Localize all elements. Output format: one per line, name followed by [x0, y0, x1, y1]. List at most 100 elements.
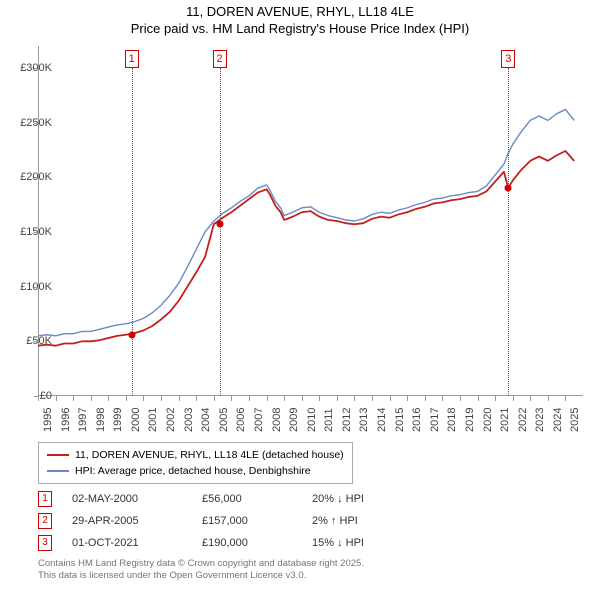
y-tick: [34, 123, 39, 124]
cell-price: £157,000: [202, 515, 312, 527]
x-tick: [460, 396, 461, 401]
marker-box: 1: [125, 50, 139, 68]
x-tick: [231, 396, 232, 401]
x-tick: [73, 396, 74, 401]
marker-data-table: 1 02-MAY-2000 £56,000 20% ↓ HPI 2 29-APR…: [38, 488, 412, 554]
x-tick: [126, 396, 127, 401]
title-line-2: Price paid vs. HM Land Registry's House …: [0, 21, 600, 38]
x-tick-label: 2018: [446, 408, 458, 432]
x-tick: [565, 396, 566, 401]
x-tick: [548, 396, 549, 401]
chart-svg: [38, 46, 583, 396]
y-tick: [34, 177, 39, 178]
x-tick-label: 2007: [253, 408, 265, 432]
x-tick-label: 2009: [288, 408, 300, 432]
marker-line: [132, 68, 133, 396]
x-tick: [530, 396, 531, 401]
x-tick: [354, 396, 355, 401]
table-row: 1 02-MAY-2000 £56,000 20% ↓ HPI: [38, 488, 412, 510]
marker-badge: 1: [38, 491, 52, 507]
y-tick: [34, 68, 39, 69]
x-tick: [337, 396, 338, 401]
legend-row: 11, DOREN AVENUE, RHYL, LL18 4LE (detach…: [47, 447, 344, 463]
x-tick-label: 2010: [306, 408, 318, 432]
x-tick-label: 1995: [42, 408, 54, 432]
x-tick-label: 2011: [323, 408, 335, 432]
x-tick-label: 2012: [341, 408, 353, 432]
y-tick-label: £50K: [4, 335, 52, 347]
legend-label: 11, DOREN AVENUE, RHYL, LL18 4LE (detach…: [75, 449, 344, 461]
x-tick: [372, 396, 373, 401]
x-tick: [161, 396, 162, 401]
x-tick-label: 2013: [358, 408, 370, 432]
marker-line: [508, 68, 509, 396]
legend-label: HPI: Average price, detached house, Denb…: [75, 465, 311, 477]
x-tick-label: 1996: [60, 408, 72, 432]
y-tick: [34, 287, 39, 288]
marker-box: 3: [501, 50, 515, 68]
y-tick-label: £300K: [4, 62, 52, 74]
x-tick-label: 2023: [534, 408, 546, 432]
legend-swatch: [47, 454, 69, 456]
x-tick: [179, 396, 180, 401]
y-tick: [34, 232, 39, 233]
x-tick-label: 2025: [569, 408, 581, 432]
x-tick-label: 1997: [77, 408, 89, 432]
x-tick: [108, 396, 109, 401]
table-row: 3 01-OCT-2021 £190,000 15% ↓ HPI: [38, 532, 412, 554]
x-tick-label: 2015: [394, 408, 406, 432]
footer-attribution: Contains HM Land Registry data © Crown c…: [38, 558, 364, 582]
x-tick: [38, 396, 39, 401]
x-tick: [196, 396, 197, 401]
x-tick: [302, 396, 303, 401]
x-tick-label: 2021: [499, 408, 511, 432]
x-tick-label: 2016: [411, 408, 423, 432]
cell-date: 02-MAY-2000: [72, 493, 202, 505]
y-tick-label: £100K: [4, 281, 52, 293]
x-tick-label: 2004: [200, 408, 212, 432]
x-tick: [442, 396, 443, 401]
x-tick: [319, 396, 320, 401]
x-tick-label: 2024: [552, 408, 564, 432]
x-tick: [390, 396, 391, 401]
cell-delta: 2% ↑ HPI: [312, 515, 412, 527]
x-tick: [425, 396, 426, 401]
x-tick-label: 2020: [482, 408, 494, 432]
x-tick-label: 2003: [183, 408, 195, 432]
marker-badge: 3: [38, 535, 52, 551]
x-tick-label: 2019: [464, 408, 476, 432]
x-tick: [91, 396, 92, 401]
table-row: 2 29-APR-2005 £157,000 2% ↑ HPI: [38, 510, 412, 532]
x-tick-label: 2000: [130, 408, 142, 432]
cell-delta: 15% ↓ HPI: [312, 537, 412, 549]
title-line-1: 11, DOREN AVENUE, RHYL, LL18 4LE: [0, 4, 600, 21]
x-tick-label: 2008: [271, 408, 283, 432]
x-tick: [214, 396, 215, 401]
cell-price: £190,000: [202, 537, 312, 549]
x-tick-label: 2022: [517, 408, 529, 432]
x-tick: [513, 396, 514, 401]
cell-price: £56,000: [202, 493, 312, 505]
marker-line: [220, 68, 221, 396]
y-tick-label: £200K: [4, 171, 52, 183]
x-tick: [249, 396, 250, 401]
marker-dot: [128, 331, 135, 338]
y-tick: [34, 341, 39, 342]
x-tick: [284, 396, 285, 401]
legend-swatch: [47, 470, 69, 472]
marker-dot: [216, 221, 223, 228]
x-tick-label: 2006: [235, 408, 247, 432]
x-tick: [407, 396, 408, 401]
marker-box: 2: [213, 50, 227, 68]
x-tick-label: 1998: [95, 408, 107, 432]
cell-delta: 20% ↓ HPI: [312, 493, 412, 505]
x-tick-label: 2014: [376, 408, 388, 432]
cell-date: 29-APR-2005: [72, 515, 202, 527]
footer-line-2: This data is licensed under the Open Gov…: [38, 570, 364, 582]
series-line: [38, 151, 574, 346]
x-tick: [56, 396, 57, 401]
y-tick-label: £250K: [4, 117, 52, 129]
x-tick: [143, 396, 144, 401]
y-tick-label: £0: [4, 390, 52, 402]
marker-dot: [505, 185, 512, 192]
